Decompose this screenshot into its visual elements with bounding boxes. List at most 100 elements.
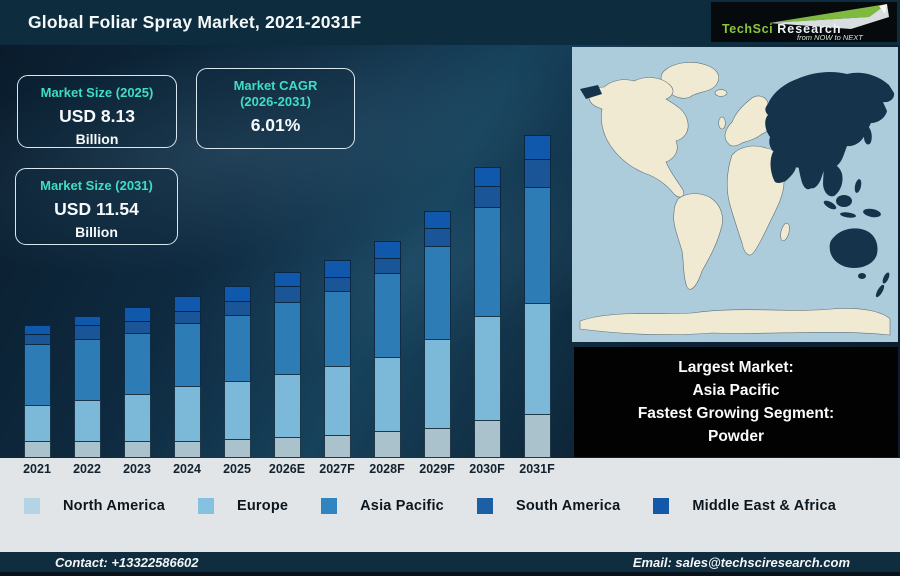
logo-arrow-icon: [769, 4, 889, 29]
bar-segment-europe: [373, 357, 401, 431]
legend-label: Europe: [236, 498, 289, 514]
bar-segment-south-america: [423, 228, 451, 246]
bar-slot-2022: [62, 316, 112, 458]
bar-segment-middle-east-africa: [273, 272, 301, 286]
stacked-bar-2023: [123, 307, 151, 458]
map-north-america: [588, 77, 689, 198]
legend-swatch-middle-east-africa: [653, 498, 670, 514]
map-nz-south-highlight: [875, 284, 885, 298]
legend-item-north-america: North America: [24, 498, 165, 514]
legend-swatch-asia-pacific: [321, 498, 338, 514]
callout-line: Largest Market:: [678, 359, 794, 376]
legend-label: North America: [63, 498, 165, 514]
bar-segment-north-america: [423, 428, 451, 458]
x-axis-label-2026e: 2026E: [268, 462, 306, 476]
map-tasmania-highlight: [858, 273, 866, 279]
bar-segment-middle-east-africa: [173, 296, 201, 311]
bar-segment-asia-pacific: [373, 273, 401, 357]
page-title: Global Foliar Spray Market, 2021-2031F: [28, 12, 362, 32]
bar-segment-europe: [123, 394, 151, 441]
bar-segment-south-america: [373, 258, 401, 273]
map-borneo-highlight: [836, 195, 852, 207]
x-axis-label-2028f: 2028F: [369, 462, 405, 476]
bar-segment-north-america: [523, 414, 551, 458]
bar-segment-north-america: [473, 420, 501, 458]
x-axis-labels: 2021 2022 2023 2024 2025 2026E 2027F 2028F 2029F…: [12, 462, 562, 476]
stacked-bar-2021: [23, 325, 51, 458]
bar-segment-middle-east-africa: [473, 167, 501, 186]
bar-segment-north-america: [373, 431, 401, 458]
stat-box-market-size-2031: Market Size (2031) USD 11.54 Billion: [15, 168, 178, 245]
bar-segment-asia-pacific: [223, 315, 251, 381]
bar-slot-2030f: [462, 167, 512, 458]
bar-segment-south-america: [23, 334, 51, 344]
bar-segment-south-america: [323, 277, 351, 291]
bar-slot-2026e: [262, 272, 312, 458]
map-madagascar: [780, 222, 790, 242]
callout-line: Asia Pacific: [692, 382, 780, 399]
stat-unit: Billion: [75, 224, 118, 240]
stat-value: USD 8.13: [59, 106, 135, 126]
bar-segment-middle-east-africa: [523, 135, 551, 159]
stat-label: Market Size (2025): [40, 85, 154, 100]
bar-segment-europe: [523, 303, 551, 414]
chart-canvas: Market Size (2025) USD 8.13 Billion Mark…: [0, 45, 900, 458]
bar-segment-middle-east-africa: [223, 286, 251, 301]
stacked-bar-2026e: [273, 272, 301, 458]
map-sumatra-highlight: [823, 200, 837, 210]
x-axis-label-2025: 2025: [223, 462, 251, 476]
stat-box-cagr: Market CAGR (2026-2031) 6.01%: [196, 68, 355, 149]
bar-segment-europe: [323, 366, 351, 435]
legend-item-asia-pacific: Asia Pacific: [321, 498, 444, 514]
x-axis-label-2024: 2024: [173, 462, 201, 476]
legend-swatch-europe: [197, 498, 214, 514]
bar-segment-north-america: [323, 435, 351, 458]
map-australia-highlight: [829, 228, 878, 268]
bar-segment-asia-pacific: [73, 339, 101, 400]
bar-segment-asia-pacific: [123, 333, 151, 394]
title-bar: Global Foliar Spray Market, 2021-2031F T…: [0, 0, 900, 45]
bar-segment-europe: [223, 381, 251, 439]
stacked-bar-2029f: [423, 211, 451, 458]
bar-segment-south-america: [173, 311, 201, 323]
map-newguinea-highlight: [863, 208, 881, 218]
x-axis-label-2027f: 2027F: [319, 462, 355, 476]
stat-unit: Billion: [75, 131, 119, 147]
map-japan-highlight: [863, 124, 872, 145]
bar-chart: [12, 118, 562, 458]
stacked-bar-2027f: [323, 260, 351, 458]
map-chukotka-highlight: [580, 85, 602, 99]
bar-segment-europe: [273, 374, 301, 437]
bar-slot-2028f: [362, 241, 412, 458]
bar-segment-north-america: [23, 441, 51, 458]
bar-segment-north-america: [173, 441, 201, 458]
legend-label: Asia Pacific: [360, 498, 444, 514]
map-asia-highlight: [765, 71, 895, 189]
bar-slot-2031f: [512, 135, 562, 458]
stat-label-line1: Market CAGR: [233, 78, 318, 93]
bar-segment-north-america: [123, 441, 151, 458]
callout-line: Powder: [708, 428, 764, 445]
bar-segment-north-america: [273, 437, 301, 458]
x-axis-label-2030f: 2030F: [469, 462, 505, 476]
stat-value: 6.01%: [250, 115, 301, 135]
world-map: [572, 47, 898, 342]
map-india-highlight: [798, 151, 822, 190]
bar-segment-middle-east-africa: [73, 316, 101, 325]
bar-slot-2024: [162, 296, 212, 458]
x-axis-label-2023: 2023: [123, 462, 151, 476]
legend-swatch-north-america: [24, 498, 40, 514]
bar-segment-middle-east-africa: [373, 241, 401, 258]
bar-slot-2021: [12, 325, 62, 458]
stat-box-market-size-2025: Market Size (2025) USD 8.13 Billion: [17, 75, 177, 148]
techsci-logo: TechSci Research from NOW to NEXT: [711, 2, 897, 42]
bar-segment-europe: [73, 400, 101, 441]
map-iceland: [714, 89, 728, 97]
world-map-panel: [572, 47, 898, 342]
bar-segment-asia-pacific: [173, 323, 201, 386]
bar-segment-middle-east-africa: [23, 325, 51, 334]
footer-bar: Contact: +13322586602 Email: sales@techs…: [0, 552, 900, 576]
bar-segment-south-america: [223, 301, 251, 315]
stacked-bar-2028f: [373, 241, 401, 458]
